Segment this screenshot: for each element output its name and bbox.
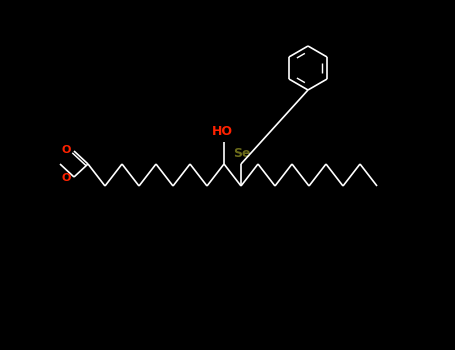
Text: O: O xyxy=(61,145,71,155)
Text: Se: Se xyxy=(233,147,251,160)
Text: O: O xyxy=(61,173,71,183)
Text: HO: HO xyxy=(212,125,233,138)
